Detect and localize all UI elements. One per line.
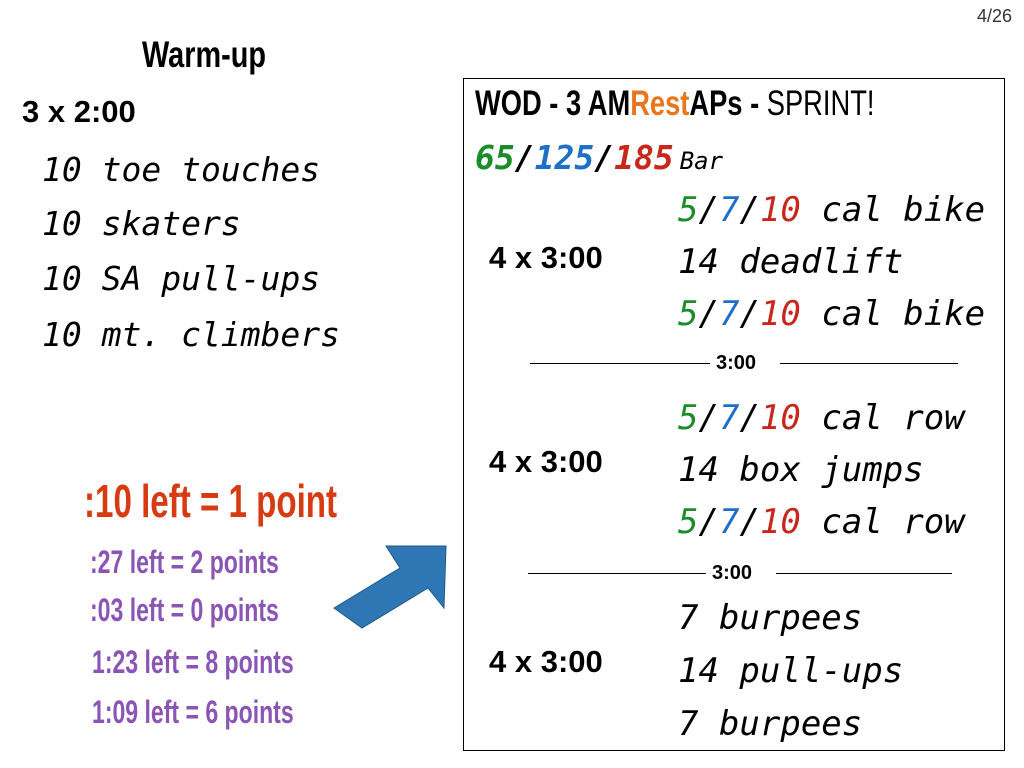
wod-title-suffix: APs - — [689, 84, 767, 123]
rep-rx: 7 — [718, 502, 740, 542]
warmup-exercise: 10 toe touches — [42, 150, 321, 189]
scoring-example: :03 left = 0 points — [90, 592, 279, 628]
rest-label: 3:00 — [716, 352, 757, 374]
warmup-rounds: 3 x 2:00 — [22, 94, 136, 129]
warmup-exercise: 10 SA pull-ups — [42, 259, 321, 298]
warmup-title: Warm-up — [142, 34, 266, 75]
movement-line: 5/7/10 cal bike — [678, 294, 986, 334]
rep-scaled: 5 — [678, 190, 699, 230]
rep-scaled: 5 — [678, 398, 699, 438]
divider-line — [530, 363, 710, 364]
divider-line — [780, 363, 958, 364]
wod-title-sprint: SPRINT! — [766, 84, 875, 123]
rep-elite: 10 — [759, 398, 801, 438]
divider-line — [776, 573, 952, 574]
scoring-example: 1:23 left = 8 points — [92, 644, 294, 680]
rep-rx: 7 — [718, 398, 740, 438]
warmup-exercise: 10 skaters — [42, 204, 241, 243]
divider-line — [528, 573, 706, 574]
movement-line: 14 deadlift — [678, 242, 904, 282]
scoring-rule: :10 left = 1 point — [84, 475, 338, 527]
movement-line: 5/7/10 cal row — [678, 398, 965, 438]
movement-line: 14 pull-ups — [678, 651, 904, 691]
rest-divider: 3:00 — [530, 352, 960, 374]
movement-name: cal row — [800, 398, 965, 438]
rep-elite: 10 — [759, 502, 801, 542]
bar-weights: 65/125/185 Bar — [475, 138, 723, 177]
bar-weight-1: 65 — [475, 138, 515, 177]
rep-elite: 10 — [759, 294, 801, 334]
movement-line: 7 burpees — [678, 598, 863, 638]
scoring-example: 1:09 left = 6 points — [92, 694, 294, 730]
wod-title-prefix: WOD - 3 AM — [475, 84, 631, 123]
block-rounds: 4 x 3:00 — [489, 240, 603, 275]
wod-panel — [463, 78, 1005, 751]
rep-rx: 7 — [718, 190, 740, 230]
movement-line: 5/7/10 cal bike — [678, 190, 986, 230]
block-rounds: 4 x 3:00 — [489, 444, 603, 479]
movement-line: 5/7/10 cal row — [678, 502, 965, 542]
movement-name: cal row — [800, 502, 965, 542]
movement-line: 7 burpees — [678, 704, 863, 744]
rest-label: 3:00 — [712, 562, 753, 584]
block-rounds: 4 x 3:00 — [489, 644, 603, 679]
rep-elite: 10 — [759, 190, 801, 230]
rep-scaled: 5 — [678, 294, 699, 334]
movement-line: 14 box jumps — [678, 450, 924, 490]
warmup-exercise: 10 mt. climbers — [42, 315, 341, 354]
bar-sep: / — [594, 138, 615, 177]
bar-label: Bar — [679, 147, 724, 175]
bar-weight-2: 125 — [534, 138, 595, 177]
bar-weight-3: 185 — [614, 138, 674, 177]
scoring-example: :27 left = 2 points — [90, 544, 279, 580]
movement-name: cal bike — [800, 190, 986, 230]
wod-title-highlight: Rest — [630, 84, 690, 123]
rest-divider: 3:00 — [528, 562, 958, 584]
movement-name: cal bike — [800, 294, 986, 334]
wod-title: WOD - 3 AMRestAPs - SPRINT! — [475, 84, 874, 124]
arrow-icon — [333, 545, 447, 629]
bar-sep: / — [514, 138, 535, 177]
page-number: 4/26 — [976, 6, 1012, 26]
rep-rx: 7 — [718, 294, 740, 334]
rep-scaled: 5 — [678, 502, 699, 542]
